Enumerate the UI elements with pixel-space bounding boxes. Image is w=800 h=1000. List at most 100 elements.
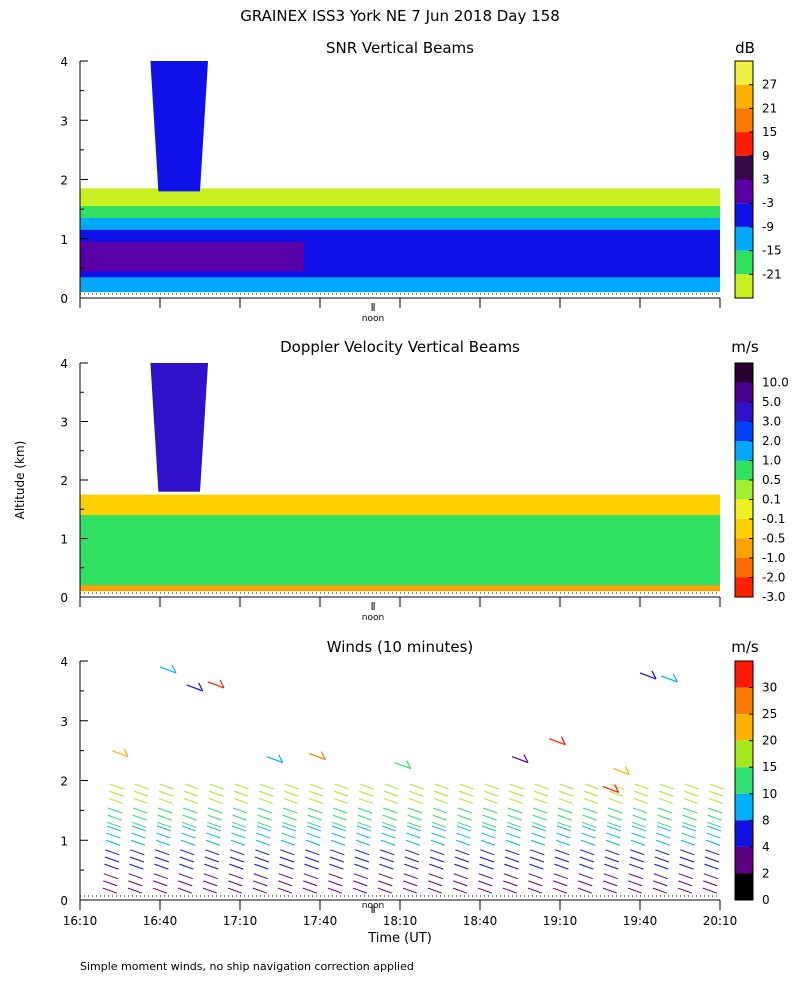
wind-barb xyxy=(556,832,571,839)
wind-barb xyxy=(455,849,470,856)
wind-barb xyxy=(282,807,298,814)
wind-barb xyxy=(277,887,292,894)
wind-barb xyxy=(305,849,320,856)
colorbar-label: -3 xyxy=(762,196,774,210)
wind-barb xyxy=(529,856,545,863)
wind-barb-flag xyxy=(198,682,204,692)
snr-plot xyxy=(79,61,720,299)
wind-barb xyxy=(684,783,699,790)
wind-barb xyxy=(302,887,317,894)
wind-barb xyxy=(628,880,643,887)
wind-barb xyxy=(282,821,297,828)
wind-barb-flag xyxy=(171,664,177,674)
wind-barb xyxy=(329,863,344,870)
wind-barb xyxy=(154,863,169,870)
wind-barb xyxy=(255,849,270,856)
y-tick-label: 1 xyxy=(60,834,68,848)
colorbar-label: -21 xyxy=(762,267,782,281)
wind-barb xyxy=(330,849,345,856)
y-tick-label: 0 xyxy=(60,894,68,908)
wind-barb xyxy=(230,849,245,856)
colorbar-swatch xyxy=(735,402,753,422)
colorbar-label: 4 xyxy=(762,840,770,854)
doppler-y-ticks: 0 1 2 3 4 xyxy=(60,357,88,605)
colorbar-label: -0.1 xyxy=(762,512,785,526)
snr-x-ticks xyxy=(79,298,721,311)
wind-barb xyxy=(657,814,672,821)
wind-barb xyxy=(555,839,571,846)
y-tick-label: 3 xyxy=(60,715,68,729)
wind-barb xyxy=(432,814,447,821)
x-tick-label: 18:40 xyxy=(463,914,498,928)
snr-panel: SNR Vertical Beams 0 1 2 3 4 noon 27 21 15 9 3 -3… xyxy=(60,39,781,324)
wind-barb xyxy=(456,825,472,832)
wind-barb xyxy=(178,880,193,887)
wind-barb xyxy=(281,832,296,839)
colorbar-label: -1.0 xyxy=(762,551,785,565)
wind-barb xyxy=(253,880,268,887)
wind-barb xyxy=(404,863,419,870)
wind-barb xyxy=(580,839,596,846)
wind-barb xyxy=(334,783,349,790)
wind-barb xyxy=(629,856,645,863)
wind-barb xyxy=(331,832,346,839)
wind-barb xyxy=(704,863,719,870)
wind-barb xyxy=(228,880,243,887)
wind-barb xyxy=(180,839,196,846)
wind-barb xyxy=(181,825,197,832)
wind-barb xyxy=(307,821,322,828)
colorbar-label: 21 xyxy=(762,101,777,115)
wind-barb xyxy=(204,863,219,870)
colorbar-label: -0.5 xyxy=(762,532,785,546)
wind-barb xyxy=(209,790,224,797)
colorbar-label: 3.0 xyxy=(762,415,781,429)
colorbar-swatch xyxy=(735,740,753,768)
wind-barb xyxy=(184,790,199,797)
wind-barb xyxy=(308,797,323,804)
wind-barb xyxy=(427,887,442,894)
wind-barb xyxy=(106,825,122,832)
doppler-ylabel: Altitude (km) xyxy=(13,441,27,520)
wind-barb xyxy=(680,849,695,856)
wind-barb xyxy=(254,856,270,863)
wind-barb xyxy=(534,790,549,797)
wind-barb xyxy=(207,807,223,814)
winds-panel: Winds (10 minutes) 0 1 2 3 4 16:10 16:40 17:10… xyxy=(60,638,777,946)
wind-barb xyxy=(327,887,342,894)
wind-barb xyxy=(382,821,397,828)
wind-barb-upper xyxy=(207,681,225,689)
colorbar-swatch xyxy=(735,84,753,109)
wind-barb-flag xyxy=(406,760,412,769)
wind-barb xyxy=(505,839,521,846)
doppler-title: Doppler Velocity Vertical Beams xyxy=(280,338,520,356)
wind-barb xyxy=(482,814,497,821)
wind-barb xyxy=(580,849,595,856)
wind-barb xyxy=(608,797,623,804)
snr-noon-label: noon xyxy=(362,314,384,324)
wind-barb xyxy=(182,821,197,828)
wind-barb xyxy=(681,825,697,832)
wind-barb-upper xyxy=(186,684,203,692)
wind-barb xyxy=(459,790,474,797)
wind-barb xyxy=(359,783,374,790)
wind-barb xyxy=(478,880,493,887)
doppler-x-ticks xyxy=(79,597,721,610)
colorbar-label: 9 xyxy=(762,149,770,163)
colorbar-swatch xyxy=(735,820,753,847)
wind-barb xyxy=(377,887,392,894)
wind-barb xyxy=(659,790,674,797)
colorbar-swatch xyxy=(735,538,753,558)
wind-barb xyxy=(408,797,423,804)
wind-barb xyxy=(356,825,372,832)
wind-barb xyxy=(353,873,368,880)
wind-barb xyxy=(153,880,168,887)
wind-barb xyxy=(109,783,124,790)
wind-barb-flag xyxy=(320,751,326,760)
wind-barb xyxy=(583,797,598,804)
wind-barb xyxy=(357,814,372,821)
wind-barb xyxy=(479,863,494,870)
wind-barb xyxy=(532,807,548,814)
wind-barb xyxy=(384,783,399,790)
wind-barb xyxy=(504,863,519,870)
wind-barb xyxy=(207,821,222,828)
